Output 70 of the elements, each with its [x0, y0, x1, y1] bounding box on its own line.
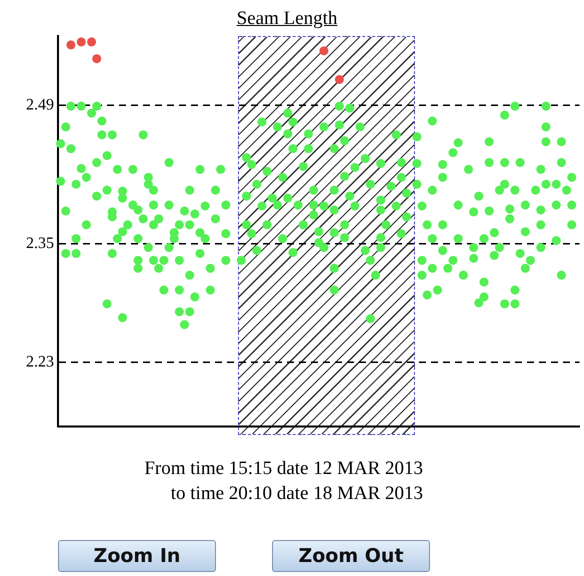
point — [376, 243, 386, 252]
point — [536, 243, 546, 252]
point — [428, 264, 437, 273]
point — [330, 228, 339, 238]
point — [510, 299, 520, 308]
point — [185, 307, 194, 316]
point — [469, 254, 478, 263]
point — [479, 292, 488, 302]
point — [134, 256, 143, 265]
point — [76, 37, 86, 46]
point — [185, 270, 194, 280]
point — [454, 234, 463, 244]
point — [174, 307, 184, 316]
text: Zoom Out — [272, 540, 430, 572]
point — [118, 313, 128, 322]
point — [149, 256, 158, 265]
point — [92, 54, 102, 64]
point — [195, 248, 204, 258]
point — [340, 220, 350, 230]
point — [418, 270, 427, 280]
point — [118, 227, 128, 236]
point — [149, 220, 158, 230]
text: From time 15:15 date 12 MAR 2013 — [144, 458, 423, 480]
point — [102, 299, 112, 308]
point — [87, 37, 96, 46]
point — [541, 180, 550, 189]
point — [500, 299, 510, 308]
y-tick-label: 2.49 — [26, 96, 54, 114]
point — [288, 248, 298, 257]
point — [438, 220, 448, 230]
point — [61, 248, 70, 258]
point — [72, 248, 81, 258]
text: to time 20:10 date 18 MAR 2013 — [170, 483, 423, 505]
point — [108, 248, 117, 258]
point — [438, 246, 448, 255]
point — [330, 264, 339, 273]
text: Zoom In — [58, 540, 216, 572]
point — [376, 205, 386, 214]
point — [366, 314, 375, 324]
point — [242, 220, 251, 230]
point — [174, 286, 184, 295]
point — [221, 256, 230, 265]
y-tick-label: 2.23 — [26, 353, 54, 370]
point — [330, 286, 339, 295]
point — [376, 233, 386, 242]
point — [510, 286, 520, 295]
point — [396, 229, 406, 238]
point — [541, 137, 550, 146]
chart-title: Seam Length — [236, 8, 338, 30]
point — [552, 236, 561, 246]
point — [567, 220, 576, 230]
point — [309, 210, 318, 220]
point — [556, 270, 566, 280]
point — [144, 243, 153, 252]
point — [164, 243, 174, 252]
point — [500, 180, 510, 189]
point — [412, 180, 422, 189]
point — [334, 74, 344, 84]
point — [134, 264, 143, 273]
point — [536, 220, 546, 230]
point — [330, 205, 339, 214]
y-tick-label: 2.35 — [26, 234, 54, 252]
point — [340, 233, 350, 242]
point — [319, 46, 328, 56]
point — [520, 264, 530, 273]
point — [66, 40, 76, 50]
point — [484, 206, 494, 216]
point — [92, 192, 102, 201]
point — [283, 194, 292, 203]
point — [428, 234, 437, 244]
